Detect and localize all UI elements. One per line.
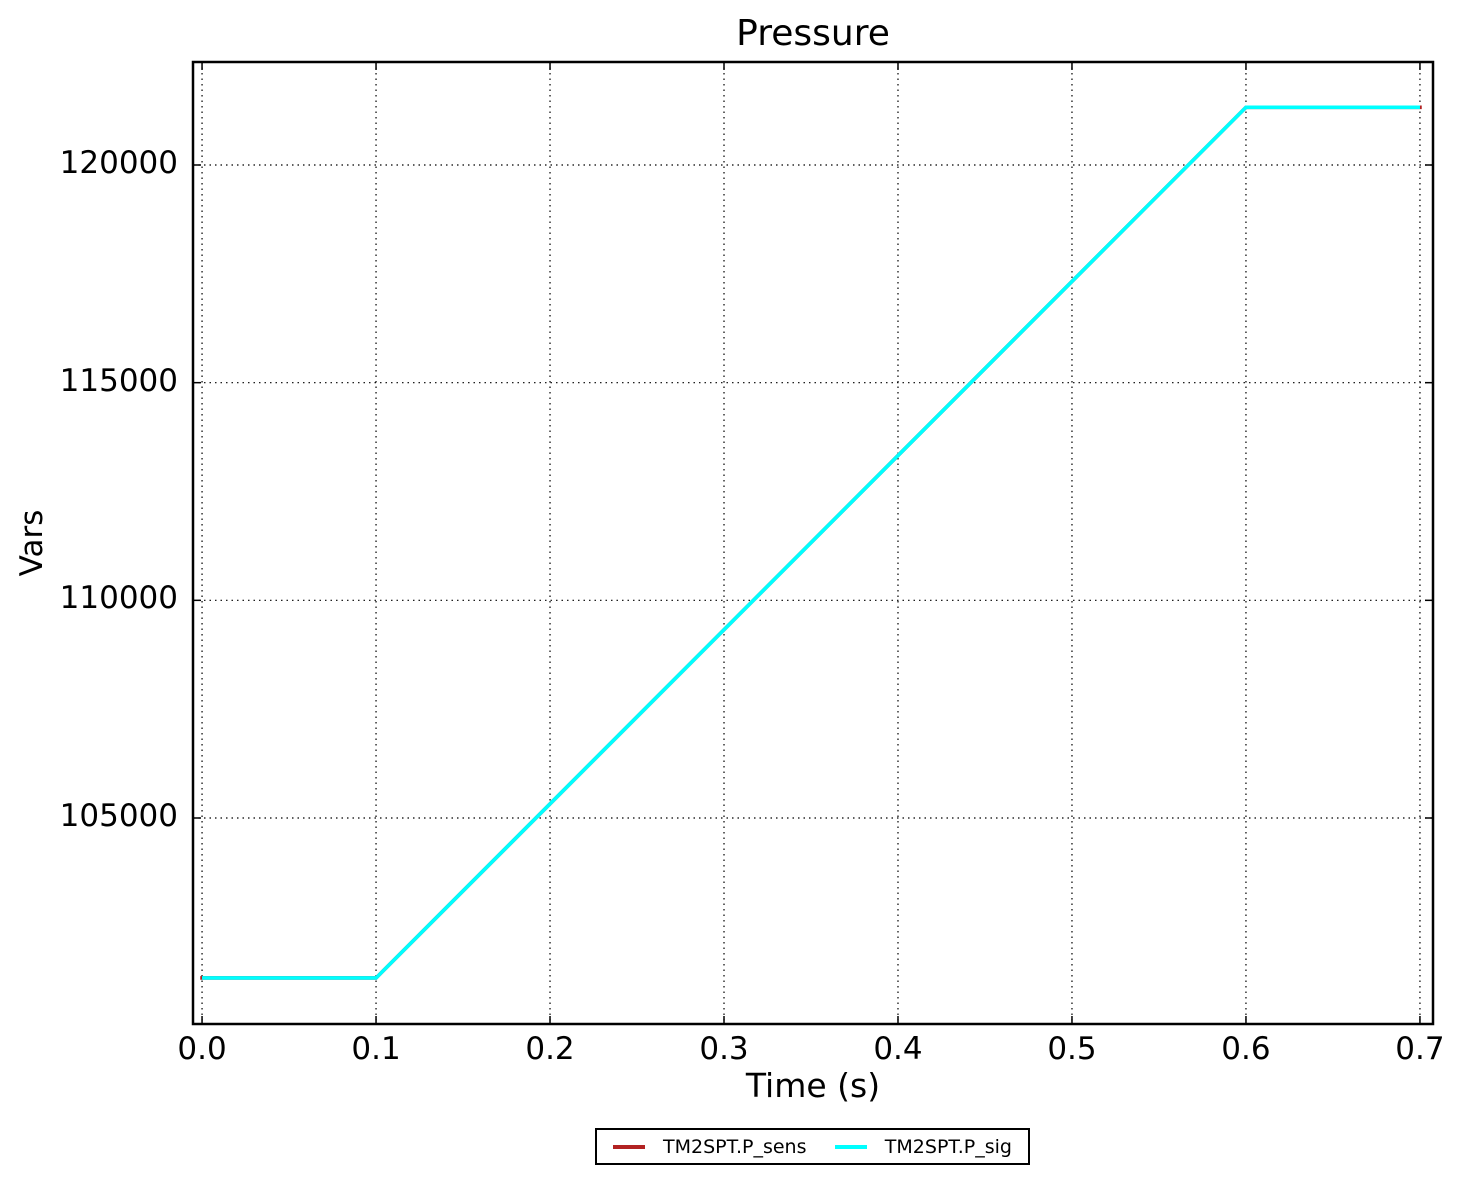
chart-title: Pressure (736, 13, 890, 54)
legend-label-p-sig: TM2SPT.P_sig (884, 1135, 1012, 1158)
legend-item-p-sig: TM2SPT.P_sig (834, 1135, 1012, 1158)
y-tick-label: 105000 (59, 798, 178, 834)
legend: TM2SPT.P_sens TM2SPT.P_sig (595, 1128, 1030, 1165)
x-tick-label: 0.6 (1221, 1031, 1271, 1067)
x-tick-label: 0.4 (873, 1031, 923, 1067)
legend-label-p-sens: TM2SPT.P_sens (663, 1135, 807, 1158)
x-tick-label: 0.3 (699, 1031, 749, 1067)
y-tick-label: 120000 (59, 144, 178, 181)
x-tick-label: 0.5 (1047, 1031, 1097, 1067)
series-line-tm2spt-p-sig (202, 105, 1420, 980)
legend-item-p-sens: TM2SPT.P_sens (613, 1136, 806, 1158)
x-axis-label: Time (s) (745, 1066, 881, 1105)
x-tick-label: 0.1 (351, 1031, 401, 1067)
y-axis-label: Vars (14, 509, 50, 577)
y-tick-label: 110000 (59, 580, 178, 617)
x-tick-label: 0.2 (525, 1031, 575, 1067)
x-tick-label: 0.7 (1395, 1031, 1445, 1067)
axes-frame (191, 60, 1435, 1026)
legend-line-swatch-p-sig (834, 1144, 867, 1149)
y-tick-label: 115000 (59, 362, 178, 399)
x-tick-label: 0.0 (177, 1031, 227, 1067)
legend-line-swatch-p-sens (613, 1144, 645, 1149)
